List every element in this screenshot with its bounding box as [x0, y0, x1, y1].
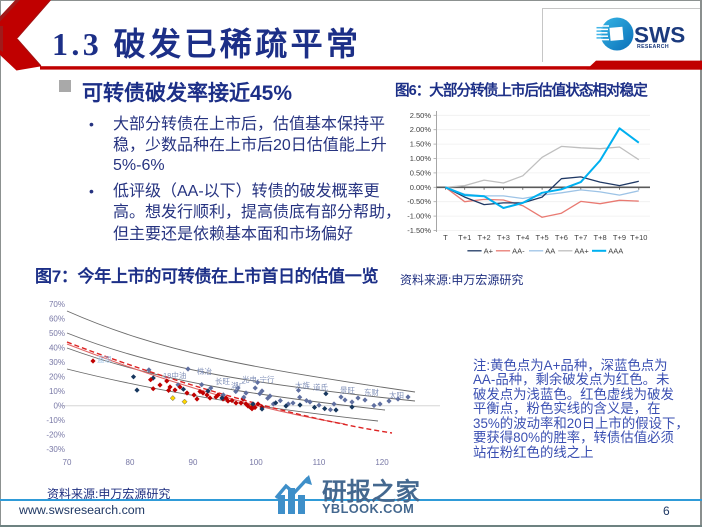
svg-text:-0.50%: -0.50%	[407, 197, 431, 206]
svg-text:110: 110	[313, 458, 326, 467]
svg-text:景旺: 景旺	[340, 386, 355, 395]
svg-text:0.50%: 0.50%	[410, 168, 432, 177]
svg-text:东财: 东财	[364, 387, 379, 397]
svg-text:T+5: T+5	[536, 233, 549, 242]
svg-text:T+1: T+1	[458, 233, 471, 242]
svg-text:-1.50%: -1.50%	[407, 226, 431, 235]
svg-text:30%: 30%	[49, 358, 65, 367]
svg-text:AA+: AA+	[574, 247, 589, 256]
svg-text:120: 120	[375, 458, 389, 467]
svg-text:AA-: AA-	[512, 247, 525, 256]
svg-text:T+4: T+4	[516, 233, 529, 242]
svg-text:T+9: T+9	[613, 233, 626, 242]
svg-text:A+: A+	[484, 247, 494, 256]
svg-text:50%: 50%	[49, 329, 65, 338]
svg-text:70%: 70%	[49, 300, 65, 309]
svg-text:20%: 20%	[49, 372, 65, 381]
svg-text:T+8: T+8	[594, 233, 607, 242]
svg-text:-20%: -20%	[46, 430, 65, 439]
svg-text:光电-宁行: 光电-宁行	[242, 374, 275, 384]
svg-text:株冶: 株冶	[197, 366, 212, 376]
svg-text:0.00%: 0.00%	[410, 183, 432, 192]
svg-text:T+7: T+7	[574, 233, 587, 242]
svg-text:长旺: 长旺	[215, 376, 230, 386]
svg-text:2.50%: 2.50%	[410, 111, 432, 120]
svg-text:RESEARCH: RESEARCH	[637, 44, 669, 50]
svg-text:T+2: T+2	[478, 233, 491, 242]
svg-text:太阳: 太阳	[389, 390, 404, 400]
svg-text:-30%: -30%	[46, 445, 65, 454]
svg-text:T+3: T+3	[497, 233, 510, 242]
svg-text:10%: 10%	[49, 387, 65, 396]
svg-text:SWS: SWS	[634, 23, 685, 48]
svg-text:70: 70	[63, 458, 72, 467]
svg-text:1.00%: 1.00%	[410, 154, 432, 163]
svg-text:0%: 0%	[53, 401, 65, 410]
svg-text:道氏: 道氏	[313, 382, 328, 392]
svg-text:18中油: 18中油	[163, 370, 186, 380]
svg-text:T: T	[443, 233, 448, 242]
svg-text:100: 100	[249, 458, 263, 467]
svg-text:湖广: 湖广	[231, 380, 246, 390]
svg-text:大族: 大族	[295, 380, 310, 390]
svg-text:-10%: -10%	[46, 416, 65, 425]
svg-text:T+6: T+6	[555, 233, 568, 242]
svg-text:AAA: AAA	[608, 247, 623, 256]
svg-text:蓝思: 蓝思	[97, 354, 112, 364]
svg-text:60%: 60%	[49, 314, 65, 323]
svg-text:-1.00%: -1.00%	[407, 212, 431, 221]
svg-text:90: 90	[189, 458, 198, 467]
svg-text:80: 80	[126, 458, 135, 467]
svg-text:AA: AA	[545, 247, 555, 256]
svg-text:2.00%: 2.00%	[410, 125, 432, 134]
svg-text:40%: 40%	[49, 343, 65, 352]
svg-text:1.50%: 1.50%	[410, 140, 432, 149]
svg-text:T+10: T+10	[630, 233, 647, 242]
